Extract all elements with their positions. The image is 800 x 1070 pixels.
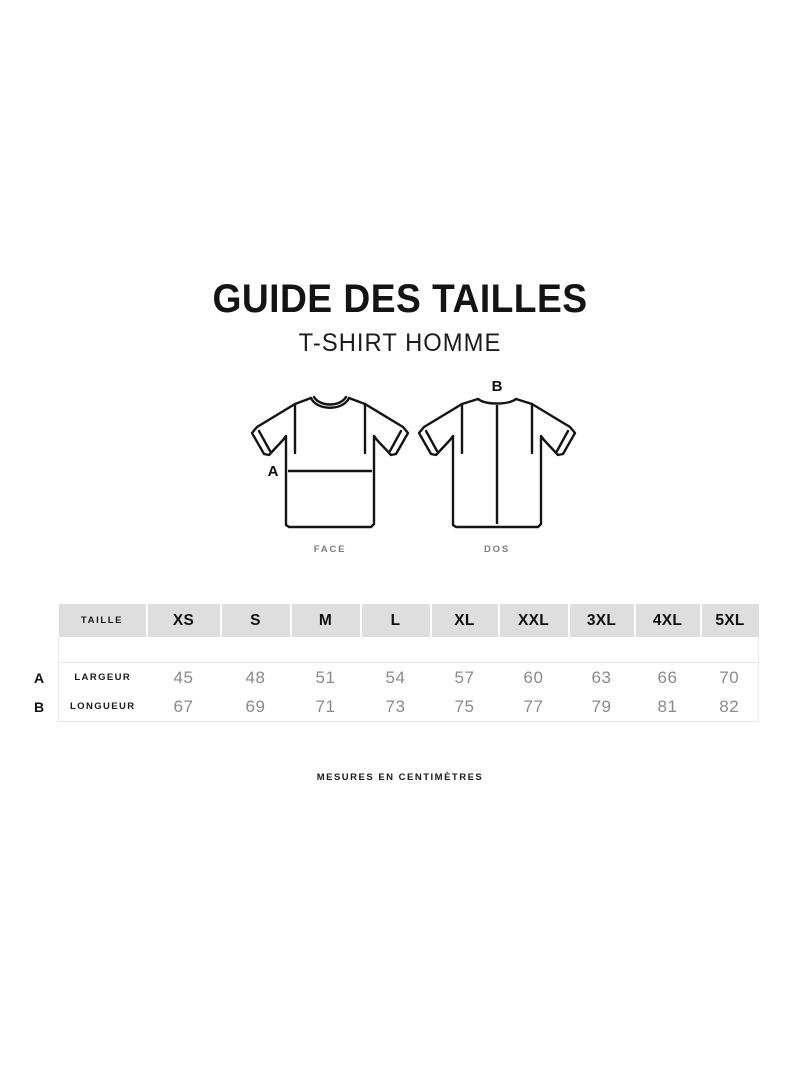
table-row-largeur: LARGEUR 45 48 51 54 57 60 63 66 70 <box>58 662 759 692</box>
header-size-xxl: XXL <box>498 604 570 637</box>
header-size-xl: XL <box>430 604 500 637</box>
table-spacer-row <box>58 637 759 663</box>
title-block: GUIDE DES TAILLES T-SHIRT HOMME <box>0 278 800 358</box>
cell-longueur-s: 69 <box>220 692 291 722</box>
cell-largeur-l: 54 <box>385 667 406 687</box>
header-size-3xl: 3XL <box>568 604 636 637</box>
measure-marker-a: A <box>268 463 279 480</box>
header-taille: TAILLE <box>58 604 148 637</box>
table-row-longueur: LONGUEUR 67 69 71 73 75 77 79 81 82 <box>58 692 759 722</box>
header-size-4xl: 4XL <box>634 604 702 637</box>
cell-largeur-5xl: 70 <box>700 662 759 692</box>
row-label-longueur: LONGUEUR <box>58 692 147 722</box>
caption-front: FACE <box>313 544 347 555</box>
size-table: TAILLE XS S M L XL XXL 3XL 4XL 5XL LAR <box>58 604 759 722</box>
cell-longueur-xl: 75 <box>430 692 499 722</box>
table-header-row: TAILLE XS S M L XL XXL 3XL 4XL 5XL <box>58 604 759 637</box>
cell-largeur-xl: 57 <box>454 667 475 687</box>
cell-largeur-xxl: 60 <box>523 667 544 687</box>
tshirt-back-icon: B <box>417 378 577 529</box>
cell-longueur-m: 71 <box>290 692 361 722</box>
header-size-m: M <box>290 604 362 637</box>
cell-longueur-4xl: 81 <box>634 692 701 722</box>
cell-longueur-xs: 67 <box>146 692 221 722</box>
cell-longueur-xxl: 77 <box>498 692 569 722</box>
tshirt-front-illustration: A <box>235 372 425 562</box>
tshirt-back-illustration: B <box>402 372 592 562</box>
cell-longueur-5xl: 82 <box>700 692 759 722</box>
cell-longueur-3xl: 79 <box>568 692 635 722</box>
illustration-group: A <box>0 372 800 562</box>
cell-largeur-4xl: 66 <box>657 667 678 687</box>
cell-largeur-m: 51 <box>315 667 336 687</box>
cell-largeur-xs: 45 <box>173 667 194 687</box>
header-size-s: S <box>220 604 292 637</box>
row-label-largeur: LARGEUR <box>58 662 147 692</box>
table-spacer-cell <box>58 637 759 663</box>
cell-longueur-l: 73 <box>360 692 431 722</box>
cell-largeur-3xl: 63 <box>591 667 612 687</box>
header-size-l: L <box>360 604 432 637</box>
table-header: TAILLE XS S M L XL XXL 3XL 4XL 5XL <box>58 604 759 637</box>
caption-back: DOS <box>484 544 510 555</box>
tshirt-front-icon: A <box>250 395 410 529</box>
page-subtitle: T-SHIRT HOMME <box>298 329 502 357</box>
page-title: GUIDE DES TAILLES <box>212 277 588 321</box>
cell-largeur-s: 48 <box>245 667 266 687</box>
header-size-xs: XS <box>146 604 222 637</box>
table-body: LARGEUR 45 48 51 54 57 60 63 66 70 LONGU… <box>58 637 759 722</box>
header-size-5xl: 5XL <box>700 604 759 637</box>
row-marker-b: B <box>33 699 45 715</box>
row-marker-a: A <box>33 670 45 686</box>
footer-note: MESURES EN CENTIMÈTRES <box>316 772 484 783</box>
measure-marker-b: B <box>492 378 503 395</box>
